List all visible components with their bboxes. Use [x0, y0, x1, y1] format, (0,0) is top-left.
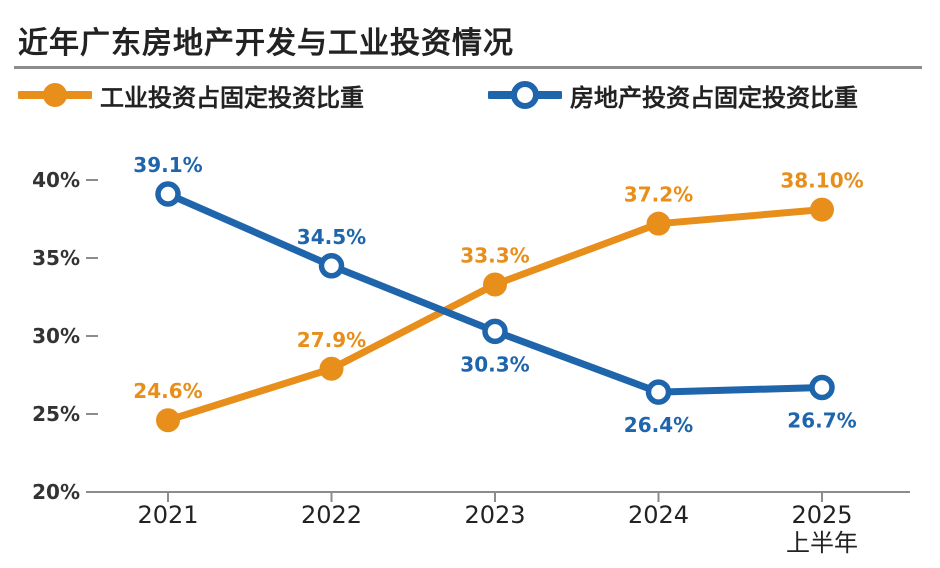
data-label: 26.7%: [787, 408, 856, 432]
data-point-marker: [483, 272, 507, 297]
x-tick-label: 2025: [791, 501, 852, 529]
x-tick-label: 2022: [301, 501, 362, 529]
data-point-marker: [156, 408, 180, 433]
legend-marker-industry-icon: [18, 83, 92, 107]
title-divider: [14, 66, 922, 69]
y-tick-label: 30%: [32, 324, 80, 348]
data-point-marker: [645, 379, 672, 405]
data-point-marker: [809, 374, 835, 401]
data-point-marker: [810, 197, 834, 222]
data-label: 39.1%: [133, 153, 202, 177]
legend-marker-realestate-icon: [488, 81, 562, 109]
y-tick-label: 35%: [32, 246, 80, 270]
y-tick-label: 20%: [32, 480, 80, 504]
data-point-marker: [155, 181, 181, 207]
legend-label-realestate: 房地产投资占固定投资比重: [570, 83, 858, 112]
data-point-marker: [646, 211, 671, 236]
data-point-marker: [319, 356, 344, 381]
legend-item-realestate: 房地产投资占固定投资比重: [488, 78, 858, 112]
data-point-marker: [318, 253, 345, 279]
data-label: 34.5%: [297, 225, 366, 249]
data-point-marker: [482, 318, 508, 345]
data-label: 24.6%: [133, 379, 202, 403]
data-label: 26.4%: [624, 413, 693, 437]
y-tick-label: 40%: [32, 168, 80, 192]
x-tick-label: 2023: [464, 501, 525, 529]
data-label: 37.2%: [624, 183, 693, 207]
x-tick-label: 2024: [628, 501, 689, 529]
x-tick-label: 上半年: [786, 529, 858, 557]
legend-label-industry: 工业投资占固定投资比重: [100, 83, 364, 112]
chart-title: 近年广东房地产开发与工业投资情况: [18, 26, 514, 61]
data-label: 38.10%: [780, 169, 863, 193]
data-label: 30.3%: [460, 352, 529, 376]
y-tick-label: 25%: [32, 402, 80, 426]
data-label: 33.3%: [460, 244, 529, 268]
x-tick-label: 2021: [137, 501, 198, 529]
legend-item-industry: 工业投资占固定投资比重: [18, 78, 364, 112]
data-label: 27.9%: [297, 328, 366, 352]
